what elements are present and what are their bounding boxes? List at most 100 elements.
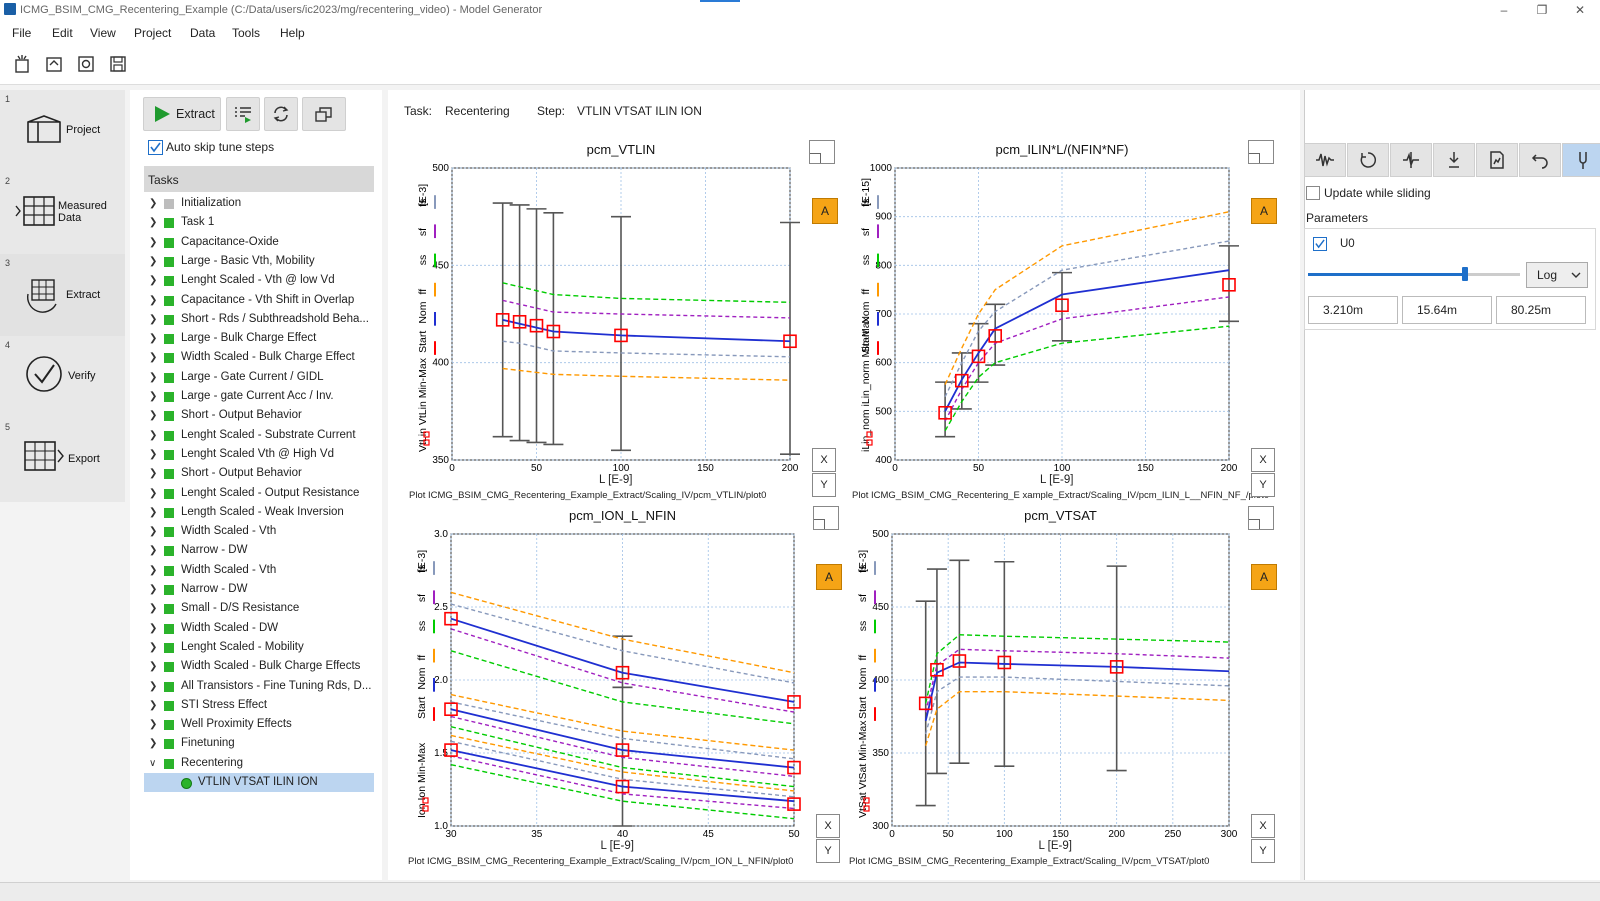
- task-item[interactable]: ❯ Short - Output Behavior: [144, 464, 374, 483]
- expand-plot-button[interactable]: [809, 140, 835, 164]
- chevron-right-icon[interactable]: ❯: [149, 468, 158, 480]
- step-extract[interactable]: 3 Extract: [0, 254, 125, 336]
- param-max-field[interactable]: 80.25m: [1496, 296, 1586, 324]
- task-item[interactable]: ❯ Well Proximity Effects: [144, 715, 374, 734]
- task-item[interactable]: ❯ Lenght Scaled - Vth @ low Vd: [144, 271, 374, 290]
- task-item[interactable]: ❯ Width Scaled - Bulk Charge Effects: [144, 657, 374, 676]
- scale-y-button[interactable]: Y: [816, 839, 840, 863]
- task-item[interactable]: ❯ Short - Output Behavior: [144, 406, 374, 425]
- chevron-right-icon[interactable]: ❯: [149, 275, 158, 287]
- split-wave-button[interactable]: [1390, 143, 1432, 177]
- param-value-field[interactable]: 15.64m: [1402, 296, 1492, 324]
- chevron-right-icon[interactable]: ❯: [149, 410, 158, 422]
- run-list-button[interactable]: [226, 97, 260, 131]
- open-project-icon[interactable]: [44, 54, 64, 74]
- noise-wave-button[interactable]: [1304, 143, 1346, 177]
- param-slider[interactable]: [1308, 267, 1520, 281]
- scale-x-button[interactable]: X: [812, 448, 836, 472]
- u0-checkbox[interactable]: [1313, 237, 1327, 251]
- menu-data[interactable]: Data: [190, 26, 216, 40]
- task-item[interactable]: ❯ Capacitance - Vth Shift in Overlap: [144, 291, 374, 310]
- task-item[interactable]: ❯ Width Scaled - Vth: [144, 561, 374, 580]
- task-item[interactable]: ❯ Finetuning: [144, 734, 374, 753]
- scale-y-button[interactable]: Y: [1251, 839, 1275, 863]
- task-item[interactable]: ❯ Lenght Scaled Vth @ High Vd: [144, 445, 374, 464]
- menu-view[interactable]: View: [90, 26, 116, 40]
- auto-scale-button[interactable]: A: [812, 198, 838, 224]
- task-item[interactable]: ❯ Narrow - DW: [144, 541, 374, 560]
- chevron-right-icon[interactable]: ❯: [149, 622, 158, 634]
- task-item[interactable]: ❯ Task 1: [144, 213, 374, 232]
- chevron-right-icon[interactable]: ❯: [149, 564, 158, 576]
- task-item[interactable]: ❯ STI Stress Effect: [144, 696, 374, 715]
- chevron-right-icon[interactable]: ❯: [149, 217, 158, 229]
- auto-skip-checkbox[interactable]: [148, 140, 163, 155]
- chevron-right-icon[interactable]: ❯: [149, 255, 158, 267]
- plot-canvas[interactable]: 30 35 40 45 50 3.0 2.5 2.0 1.5 1.0 Ion Ion Min-Max…: [411, 529, 801, 860]
- chevron-right-icon[interactable]: ❯: [149, 236, 158, 248]
- menu-project[interactable]: Project: [134, 26, 172, 40]
- step-measured-data[interactable]: 2 Measured Data: [0, 172, 125, 254]
- scale-y-button[interactable]: Y: [1251, 473, 1275, 497]
- auto-scale-button[interactable]: A: [1251, 564, 1277, 590]
- task-item-selected[interactable]: VTLIN VTSAT ILIN ION: [144, 773, 374, 792]
- chevron-right-icon[interactable]: ❯: [149, 313, 158, 325]
- expand-plot-button[interactable]: [813, 506, 839, 530]
- pin-adjust-button[interactable]: [1433, 143, 1475, 177]
- close-button[interactable]: ✕: [1574, 3, 1586, 17]
- task-item[interactable]: ❯ Large - Gate Current / GIDL: [144, 368, 374, 387]
- chevron-right-icon[interactable]: ❯: [149, 333, 158, 345]
- step-verify[interactable]: 4 Verify: [0, 336, 125, 418]
- chevron-right-icon[interactable]: ❯: [149, 719, 158, 731]
- chevron-right-icon[interactable]: ❯: [149, 294, 158, 306]
- chevron-right-icon[interactable]: ❯: [149, 506, 158, 518]
- task-item[interactable]: ❯ Narrow - DW: [144, 580, 374, 599]
- refresh-button[interactable]: [264, 97, 298, 131]
- chevron-right-icon[interactable]: ❯: [149, 680, 158, 692]
- plot-canvas[interactable]: 0 50 100 150 2001000900800700600500400iLin_n…: [855, 163, 1239, 494]
- task-item[interactable]: ❯ Length Scaled - Weak Inversion: [144, 503, 374, 522]
- task-item[interactable]: ❯ Small - D/S Resistance: [144, 599, 374, 618]
- task-item[interactable]: ❯ Lenght Scaled - Mobility: [144, 638, 374, 657]
- chevron-right-icon[interactable]: ❯: [149, 603, 158, 615]
- scale-y-button[interactable]: Y: [812, 473, 836, 497]
- param-min-field[interactable]: 3.210m: [1308, 296, 1398, 324]
- menu-file[interactable]: File: [12, 26, 32, 40]
- chevron-right-icon[interactable]: ❯: [149, 391, 158, 402]
- task-item[interactable]: ❯ Initialization: [144, 194, 374, 213]
- task-item[interactable]: ❯ Large - Basic Vth, Mobility: [144, 252, 374, 271]
- chevron-right-icon[interactable]: ❯: [149, 198, 158, 209]
- document-chart-button[interactable]: [1476, 143, 1518, 177]
- menu-edit[interactable]: Edit: [52, 26, 73, 40]
- scale-x-button[interactable]: X: [1251, 814, 1275, 838]
- chevron-right-icon[interactable]: ❯: [149, 526, 158, 538]
- task-item[interactable]: ❯ Large - gate Current Acc / Inv.: [144, 387, 374, 406]
- task-item[interactable]: ❯ All Transistors - Fine Tuning Rds, D...: [144, 677, 374, 696]
- menu-tools[interactable]: Tools: [232, 26, 261, 40]
- save-icon[interactable]: [108, 54, 128, 74]
- task-item[interactable]: ❯ Width Scaled - Vth: [144, 522, 374, 541]
- rotate-cycle-button[interactable]: [1347, 143, 1389, 177]
- chevron-right-icon[interactable]: ❯: [149, 352, 158, 364]
- task-item[interactable]: ❯ Lenght Scaled - Substrate Current: [144, 426, 374, 445]
- chevron-right-icon[interactable]: ❯: [149, 371, 158, 383]
- extract-run-button[interactable]: Extract: [143, 97, 221, 131]
- chevron-right-icon[interactable]: ❯: [149, 584, 158, 595]
- undo-button[interactable]: [1519, 143, 1561, 177]
- scale-x-button[interactable]: X: [1251, 448, 1275, 472]
- task-item[interactable]: ∨ Recentering: [144, 754, 374, 773]
- expand-plot-button[interactable]: [1248, 506, 1274, 530]
- menu-help[interactable]: Help: [280, 26, 305, 40]
- auto-scale-button[interactable]: A: [1251, 198, 1277, 224]
- windows-button[interactable]: [302, 97, 346, 131]
- restore-button[interactable]: ❐: [1536, 3, 1548, 17]
- task-item[interactable]: ❯ Short - Rds / Subthreadshold Beha...: [144, 310, 374, 329]
- expand-plot-button[interactable]: [1248, 140, 1274, 164]
- scale-x-button[interactable]: X: [816, 814, 840, 838]
- task-item[interactable]: ❯ Lenght Scaled - Output Resistance: [144, 484, 374, 503]
- settings-project-icon[interactable]: [76, 54, 96, 74]
- task-item[interactable]: ❯ Large - Bulk Charge Effect: [144, 329, 374, 348]
- new-project-icon[interactable]: [12, 54, 32, 74]
- auto-scale-button[interactable]: A: [816, 564, 842, 590]
